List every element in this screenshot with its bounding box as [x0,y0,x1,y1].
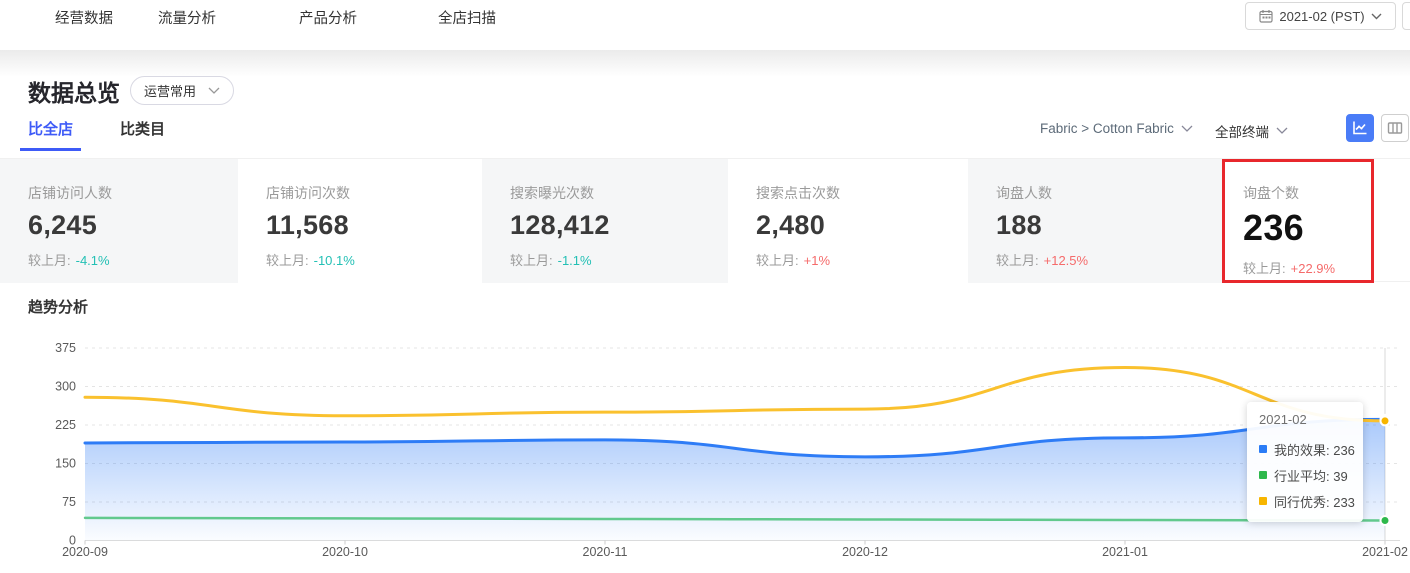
x-axis: 2020-09 2020-10 2020-11 2020-12 2021-01 2021-… [62,540,1408,559]
svg-text:2020-11: 2020-11 [583,545,628,559]
metric-card-store-visits[interactable]: 店铺访问次数 11,568 较上月: -10.1% [238,159,482,283]
metric-compare-label: 较上月: [510,253,553,268]
metric-change-value: -4.1% [75,253,110,268]
metric-change-value: +22.9% [1290,261,1336,276]
tooltip-row: 行业平均: 39 [1259,462,1351,488]
legend-swatch-industry-average [1259,471,1267,479]
metric-change-value: +12.5% [1043,253,1089,268]
metric-cards-row: 店铺访问人数 6,245 较上月: -4.1% 店铺访问次数 11,568 较上月… [0,158,1410,283]
category-filter-dropdown[interactable]: Fabric > Cotton Fabric [1040,121,1193,136]
chart-view-button[interactable] [1346,114,1374,142]
svg-text:225: 225 [55,418,76,432]
metric-value: 2,480 [756,210,826,240]
chevron-down-icon [1181,125,1193,133]
series-line-同行优秀 [83,366,1387,423]
metric-change-value: +1% [803,253,831,268]
metric-label: 搜索曝光次数 [510,185,594,201]
svg-text:2020-10: 2020-10 [322,545,368,559]
metric-card-inquiry-count[interactable]: 询盘个数 236 较上月: +22.9% [1222,159,1374,283]
tooltip-row: 我的效果: 236 [1259,436,1355,462]
svg-text:2020-12: 2020-12 [842,545,888,559]
metric-card-search-clicks[interactable]: 搜索点击次数 2,480 较上月: +1% [728,159,968,283]
metric-compare-label: 较上月: [996,253,1039,268]
metric-card-store-visitors[interactable]: 店铺访问人数 6,245 较上月: -4.1% [0,159,238,283]
svg-text:375: 375 [55,341,76,355]
terminal-filter-dropdown[interactable]: 全部终端 [1215,121,1288,141]
metric-value: 6,245 [28,210,98,240]
tooltip-title: 2021-02 [1259,412,1307,427]
date-picker-button[interactable]: 2021-02 (PST) [1245,2,1396,30]
terminal-filter-value: 全部终端 [1215,125,1269,140]
metric-card-inquiry-people[interactable]: 询盘人数 188 较上月: +12.5% [968,159,1222,283]
series-endpoint-行业平均 [1379,514,1391,526]
chevron-down-icon [208,87,220,95]
legend-swatch-my-performance [1259,445,1267,453]
series-line-我的效果 [83,417,1387,459]
line-chart-icon [1352,120,1368,136]
svg-text:0: 0 [69,534,76,548]
chevron-down-icon [1371,13,1382,20]
svg-text:2021-02: 2021-02 [1362,545,1408,559]
chart-tooltip: 2021-02 我的效果: 236 行业平均: 39 同行优秀: 233 [1247,402,1363,522]
svg-text:75: 75 [62,495,76,509]
category-filter-value: Fabric > Cotton Fabric [1040,121,1174,136]
metric-label: 搜索点击次数 [756,185,840,201]
svg-text:150: 150 [55,457,76,471]
nav-item-store-scan[interactable]: 全店扫描 [438,11,496,27]
nav-item-business-data[interactable]: 经营数据 [55,11,113,27]
metric-label: 询盘人数 [996,185,1052,201]
metric-value: 128,412 [510,210,610,240]
metric-compare-label: 较上月: [28,253,71,268]
metric-change-value: -1.1% [557,253,592,268]
metric-value: 236 [1243,207,1304,248]
date-picker-value: 2021-02 (PST) [1279,8,1365,24]
preset-dropdown-label: 运营常用 [144,84,197,99]
top-nav-bar: 经营数据 流量分析 产品分析 全店扫描 2021-02 (PST) [0,0,1410,50]
tooltip-row-text: 行业平均: 39 [1274,468,1348,484]
table-view-button[interactable] [1381,114,1409,142]
table-icon [1387,120,1403,136]
tooltip-row-text: 同行优秀: 233 [1274,494,1355,510]
metric-change-value: -10.1% [313,253,355,268]
metric-compare-label: 较上月: [756,253,799,268]
svg-text:2021-01: 2021-01 [1102,545,1148,559]
tooltip-row-text: 我的效果: 236 [1274,442,1355,458]
metric-value: 188 [996,210,1042,240]
metric-compare-label: 较上月: [1243,261,1286,276]
metric-value: 11,568 [266,210,349,240]
series-area-我的效果 [85,419,1385,541]
chevron-down-icon [1276,127,1288,135]
metric-label: 询盘个数 [1243,185,1299,201]
page-title: 数据总览 [28,80,120,106]
tab-compare-whole-store[interactable]: 比全店 [20,118,82,151]
svg-text:2020-09: 2020-09 [62,545,108,559]
nav-item-traffic-analysis[interactable]: 流量分析 [158,11,216,27]
header-shadow-band [0,50,1410,77]
metric-card-search-impressions[interactable]: 搜索曝光次数 128,412 较上月: -1.1% [482,159,728,283]
prev-month-button[interactable] [1402,2,1410,30]
series-endpoint-同行优秀 [1379,415,1391,427]
metric-label: 店铺访问人数 [28,185,112,201]
metric-compare-label: 较上月: [266,253,309,268]
legend-swatch-peer-excellent [1259,497,1267,505]
svg-text:300: 300 [55,380,76,394]
metric-label: 店铺访问次数 [266,185,350,201]
calendar-icon [1259,9,1273,23]
preset-dropdown[interactable]: 运营常用 [130,76,235,105]
tooltip-row: 同行优秀: 233 [1259,488,1355,514]
series-line-行业平均 [83,516,1387,522]
tab-compare-category[interactable]: 比类目 [120,121,166,138]
trend-section-title: 趋势分析 [28,299,89,316]
nav-item-product-analysis[interactable]: 产品分析 [299,11,357,27]
